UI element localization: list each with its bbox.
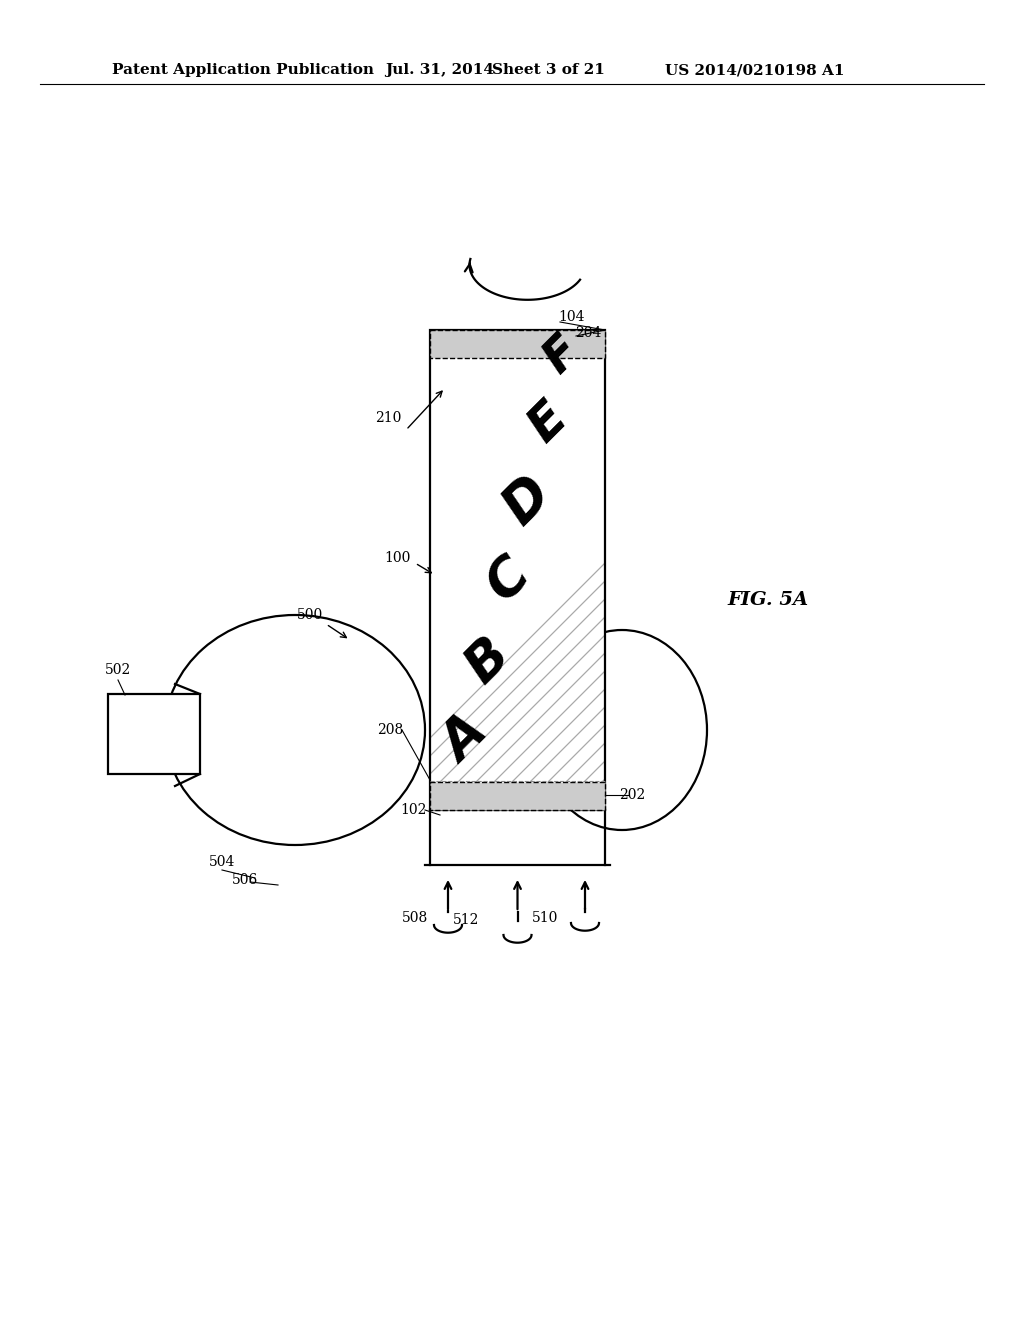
Text: 104: 104 — [559, 310, 586, 323]
Text: US 2014/0210198 A1: US 2014/0210198 A1 — [665, 63, 845, 77]
Text: Jul. 31, 2014: Jul. 31, 2014 — [385, 63, 494, 77]
Ellipse shape — [537, 630, 707, 830]
Bar — [430, 330, 605, 358]
Text: FIG. 5A: FIG. 5A — [727, 591, 809, 609]
Text: C: C — [476, 548, 540, 612]
Text: Patent Application Publication: Patent Application Publication — [112, 63, 374, 77]
Text: 512: 512 — [453, 913, 479, 927]
Text: 210: 210 — [375, 411, 401, 425]
Text: 204: 204 — [574, 326, 601, 341]
Text: D: D — [494, 466, 561, 533]
Text: 508: 508 — [401, 911, 428, 925]
Bar — [108, 694, 200, 774]
Text: 500: 500 — [297, 609, 324, 622]
Bar — [430, 781, 605, 810]
Text: 504: 504 — [209, 855, 236, 869]
Text: 502: 502 — [104, 663, 131, 677]
Ellipse shape — [165, 615, 425, 845]
Text: 202: 202 — [618, 788, 645, 803]
Text: A: A — [432, 708, 498, 772]
Text: B: B — [456, 627, 520, 693]
Text: 208: 208 — [377, 723, 403, 737]
Text: 100: 100 — [385, 550, 412, 565]
Bar — [430, 330, 605, 810]
Text: F: F — [536, 327, 590, 383]
Text: E: E — [519, 393, 578, 451]
Bar — [430, 330, 605, 810]
Text: 102: 102 — [400, 803, 427, 817]
Text: 506: 506 — [231, 873, 258, 887]
Text: 510: 510 — [531, 911, 558, 925]
Text: Sheet 3 of 21: Sheet 3 of 21 — [492, 63, 605, 77]
